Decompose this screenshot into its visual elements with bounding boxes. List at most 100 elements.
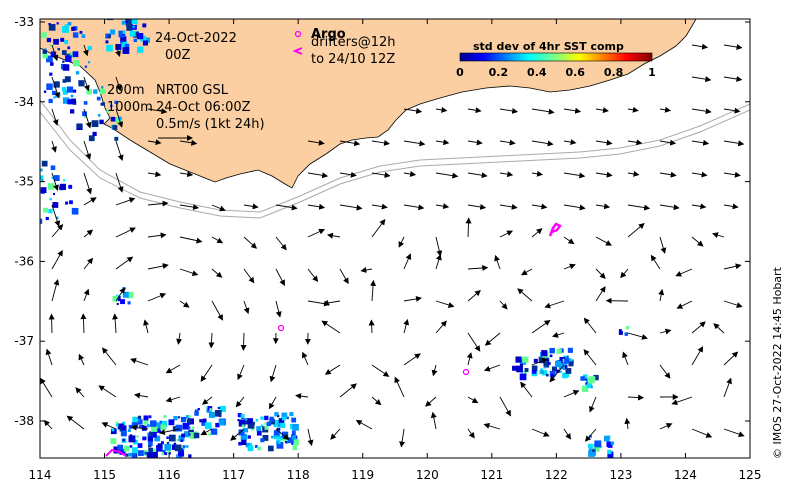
sst-pixel [559, 356, 566, 364]
drifters-to-label: to 24/10 12Z [311, 52, 395, 67]
current-vector [51, 204, 61, 227]
sst-pixel [551, 366, 557, 372]
sst-pixel [292, 445, 298, 451]
sst-pixel [40, 168, 43, 172]
y-tick-label: -38 [14, 414, 34, 428]
sst-pixel [107, 34, 112, 38]
sst-pixel [524, 370, 527, 374]
sst-pixel [64, 40, 69, 45]
sst-pixel [606, 441, 613, 447]
current-vector [130, 424, 149, 431]
sst-pixel [149, 431, 154, 436]
sst-pixel [292, 423, 299, 431]
sst-pixel [185, 415, 190, 419]
sst-pixel [269, 416, 274, 421]
current-vector [499, 230, 514, 238]
sst-pixel [219, 405, 226, 412]
current-vector [675, 268, 693, 277]
current-vector [723, 203, 739, 210]
current-vector [368, 319, 375, 334]
sst-pixel [122, 47, 130, 54]
current-vector [83, 108, 92, 129]
sst-pixel [129, 12, 132, 15]
sst-pixel [580, 376, 585, 381]
current-vector [467, 428, 475, 439]
current-vector [483, 364, 501, 372]
sst-pixel [151, 451, 158, 458]
sst-pixel [581, 385, 589, 392]
current-vector [627, 170, 640, 177]
current-vector [531, 319, 551, 334]
sst-pixel [532, 369, 537, 374]
sst-pixel [276, 427, 281, 432]
current-vector [307, 139, 325, 146]
current-vector [659, 364, 671, 379]
sst-pixel [113, 446, 121, 454]
current-vector [51, 279, 60, 302]
current-vector [208, 332, 215, 349]
current-vector [658, 288, 665, 302]
sst-pixel [137, 415, 142, 420]
sst-pixel [197, 407, 200, 411]
current-vector [659, 139, 677, 146]
sst-pixel [47, 183, 55, 190]
sst-pixel [41, 32, 47, 38]
sst-pixel [50, 51, 57, 57]
current-vector [51, 172, 59, 192]
current-vector [563, 236, 575, 245]
sst-pixel [117, 444, 123, 451]
sst-pixel [280, 422, 286, 428]
current-vector [676, 300, 693, 309]
sst-pixel [49, 72, 53, 76]
sst-pixel [544, 366, 547, 369]
sst-pixel [257, 446, 261, 451]
model-label: NRT00 GSL [156, 83, 229, 98]
current-vector [403, 140, 426, 147]
current-vector [147, 263, 169, 270]
sst-pixel [516, 365, 523, 373]
current-vector [531, 203, 548, 210]
sst-pixel [291, 430, 296, 435]
current-vector [435, 236, 443, 257]
sst-pixel [109, 29, 116, 35]
sst-pixel [255, 418, 259, 422]
sst-pixel [191, 426, 195, 430]
current-vector [563, 428, 571, 440]
sst-pixel [53, 38, 59, 45]
sst-pixel [179, 447, 184, 452]
current-vector [80, 313, 87, 334]
current-vector [499, 203, 518, 210]
current-vector [552, 332, 565, 338]
sst-pixel [260, 438, 265, 443]
drifter-track-icon [292, 47, 303, 55]
sst-pixel [549, 354, 553, 358]
current-vector [517, 288, 533, 302]
current-vector [499, 396, 511, 417]
sst-pixel [202, 418, 207, 423]
sst-pixel [57, 48, 60, 51]
sst-pixel [146, 424, 150, 428]
sst-pixel [67, 46, 71, 50]
sst-pixel [131, 19, 138, 24]
sst-pixel [87, 61, 91, 64]
sst-pixel [133, 439, 138, 445]
sst-pixel [182, 445, 186, 448]
sst-pixel [53, 81, 60, 88]
sst-pixel [40, 175, 44, 180]
current-vector [179, 204, 200, 211]
drifters-legend-label: drifters@12h [311, 35, 396, 50]
sst-pixel [115, 296, 121, 302]
sst-pixel [131, 453, 136, 458]
sst-pixel [69, 200, 73, 205]
current-vector [467, 139, 483, 146]
sst-pixel [161, 452, 164, 456]
sst-pixel [241, 424, 245, 428]
sst-pixel [42, 49, 47, 54]
sst-pixel [50, 62, 54, 66]
sst-pixel [156, 445, 163, 452]
sst-pixel [188, 454, 192, 458]
sst-pixel [62, 26, 69, 33]
sst-pixel [65, 201, 69, 205]
sst-pixel [558, 362, 565, 370]
sst-pixel [250, 427, 255, 431]
